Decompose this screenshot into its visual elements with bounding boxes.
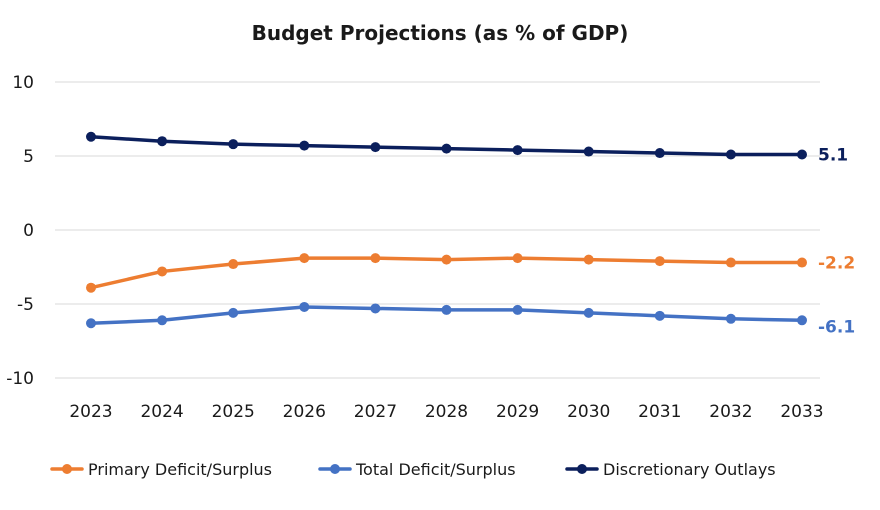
data-point bbox=[441, 304, 452, 315]
data-point bbox=[157, 136, 168, 147]
x-tick-label: 2028 bbox=[425, 402, 468, 422]
x-tick-label: 2025 bbox=[212, 402, 255, 422]
x-tick-label: 2032 bbox=[709, 402, 752, 422]
data-point bbox=[654, 310, 665, 321]
data-point bbox=[157, 266, 168, 277]
data-point bbox=[797, 257, 807, 268]
series-group bbox=[86, 131, 807, 329]
grid-lines bbox=[55, 81, 820, 379]
legend: Primary Deficit/Surplus Total Deficit/Sur… bbox=[50, 460, 776, 479]
legend-item: Primary Deficit/Surplus bbox=[50, 460, 272, 479]
legend-swatch-marker bbox=[577, 464, 587, 474]
data-point bbox=[299, 253, 310, 264]
data-point bbox=[583, 307, 594, 318]
data-point bbox=[370, 253, 381, 264]
data-point bbox=[228, 259, 239, 270]
data-point bbox=[370, 142, 381, 153]
data-point bbox=[228, 307, 239, 318]
data-point bbox=[157, 315, 168, 326]
end-value-label: -2.2 bbox=[818, 254, 855, 274]
y-tick-label: 0 bbox=[23, 221, 34, 241]
y-tick-label: 5 bbox=[23, 147, 34, 167]
end-value-label: -6.1 bbox=[818, 317, 855, 337]
series-2 bbox=[86, 301, 807, 329]
x-tick-label: 2029 bbox=[496, 402, 539, 422]
data-point bbox=[512, 145, 523, 156]
legend-swatch-marker bbox=[330, 464, 340, 474]
data-point bbox=[370, 303, 381, 314]
legend-item: Discretionary Outlays bbox=[565, 460, 776, 479]
x-axis-ticks: 2023 2024 2025 2026 2027 2028 2029 2030 2031 2032… bbox=[69, 402, 823, 422]
data-point bbox=[583, 146, 594, 157]
data-point bbox=[299, 140, 310, 151]
data-point bbox=[299, 301, 310, 312]
data-point bbox=[86, 318, 96, 329]
data-point bbox=[86, 282, 96, 293]
x-tick-label: 2023 bbox=[69, 402, 112, 422]
end-labels: -2.2 -6.1 5.1 bbox=[818, 146, 855, 338]
y-tick-label: -5 bbox=[17, 295, 34, 315]
data-point bbox=[86, 131, 96, 142]
x-tick-label: 2033 bbox=[780, 402, 823, 422]
chart-title: Budget Projections (as % of GDP) bbox=[252, 21, 629, 45]
x-tick-label: 2024 bbox=[140, 402, 183, 422]
legend-item: Total Deficit/Surplus bbox=[318, 460, 516, 479]
y-tick-label: -10 bbox=[6, 369, 34, 389]
legend-label: Discretionary Outlays bbox=[603, 460, 776, 479]
legend-label: Primary Deficit/Surplus bbox=[88, 460, 272, 479]
data-point bbox=[725, 313, 736, 324]
data-point bbox=[725, 149, 736, 160]
x-tick-label: 2027 bbox=[354, 402, 397, 422]
data-point bbox=[583, 254, 594, 265]
x-tick-label: 2030 bbox=[567, 402, 610, 422]
y-tick-label: 10 bbox=[12, 73, 34, 93]
data-point bbox=[441, 254, 452, 265]
series-3 bbox=[86, 131, 807, 160]
data-point bbox=[441, 143, 452, 154]
end-value-label: 5.1 bbox=[818, 146, 848, 166]
data-point bbox=[228, 139, 239, 150]
data-point bbox=[654, 148, 665, 159]
data-point bbox=[797, 315, 807, 326]
series-1 bbox=[86, 253, 807, 293]
x-tick-label: 2031 bbox=[638, 402, 681, 422]
data-point bbox=[725, 257, 736, 268]
data-point bbox=[797, 149, 807, 160]
data-point bbox=[654, 256, 665, 267]
y-axis-ticks: 10 5 0 -5 -10 bbox=[6, 73, 34, 389]
data-point bbox=[512, 304, 523, 315]
x-tick-label: 2026 bbox=[283, 402, 326, 422]
legend-label: Total Deficit/Surplus bbox=[355, 460, 516, 479]
legend-swatch-marker bbox=[62, 464, 72, 474]
data-point bbox=[512, 253, 523, 264]
